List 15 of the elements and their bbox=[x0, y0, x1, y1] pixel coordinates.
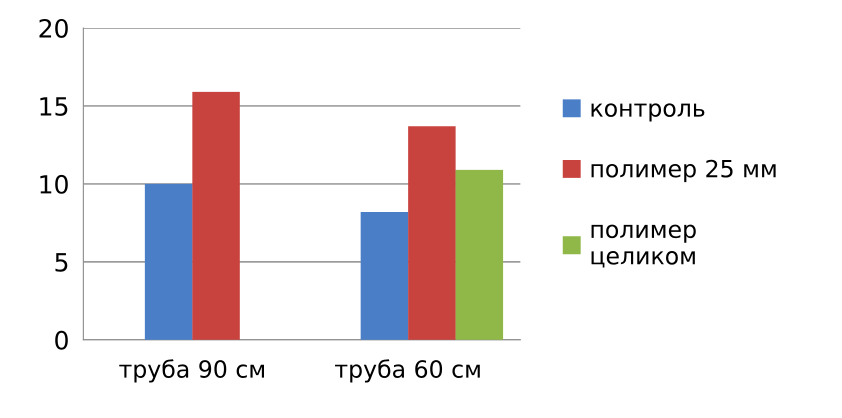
y-tick-label: 5 bbox=[55, 253, 68, 272]
bar bbox=[408, 126, 456, 340]
legend-label: полимер 25 мм bbox=[592, 160, 776, 182]
bar bbox=[456, 170, 504, 340]
y-tick-label: 0 bbox=[55, 330, 68, 350]
legend-label: полимер целиком bbox=[592, 224, 696, 268]
bar bbox=[360, 212, 408, 340]
y-tick-label: 20 bbox=[39, 18, 68, 38]
y-tick-label: 10 bbox=[40, 174, 68, 194]
y-tick-label: 15 bbox=[40, 97, 68, 116]
x-tick-label: труба 90 см bbox=[119, 359, 264, 383]
bar bbox=[144, 184, 192, 340]
x-tick-label: труба 60 см bbox=[335, 359, 480, 383]
bar bbox=[192, 92, 240, 340]
legend-label: контроль bbox=[592, 103, 704, 122]
